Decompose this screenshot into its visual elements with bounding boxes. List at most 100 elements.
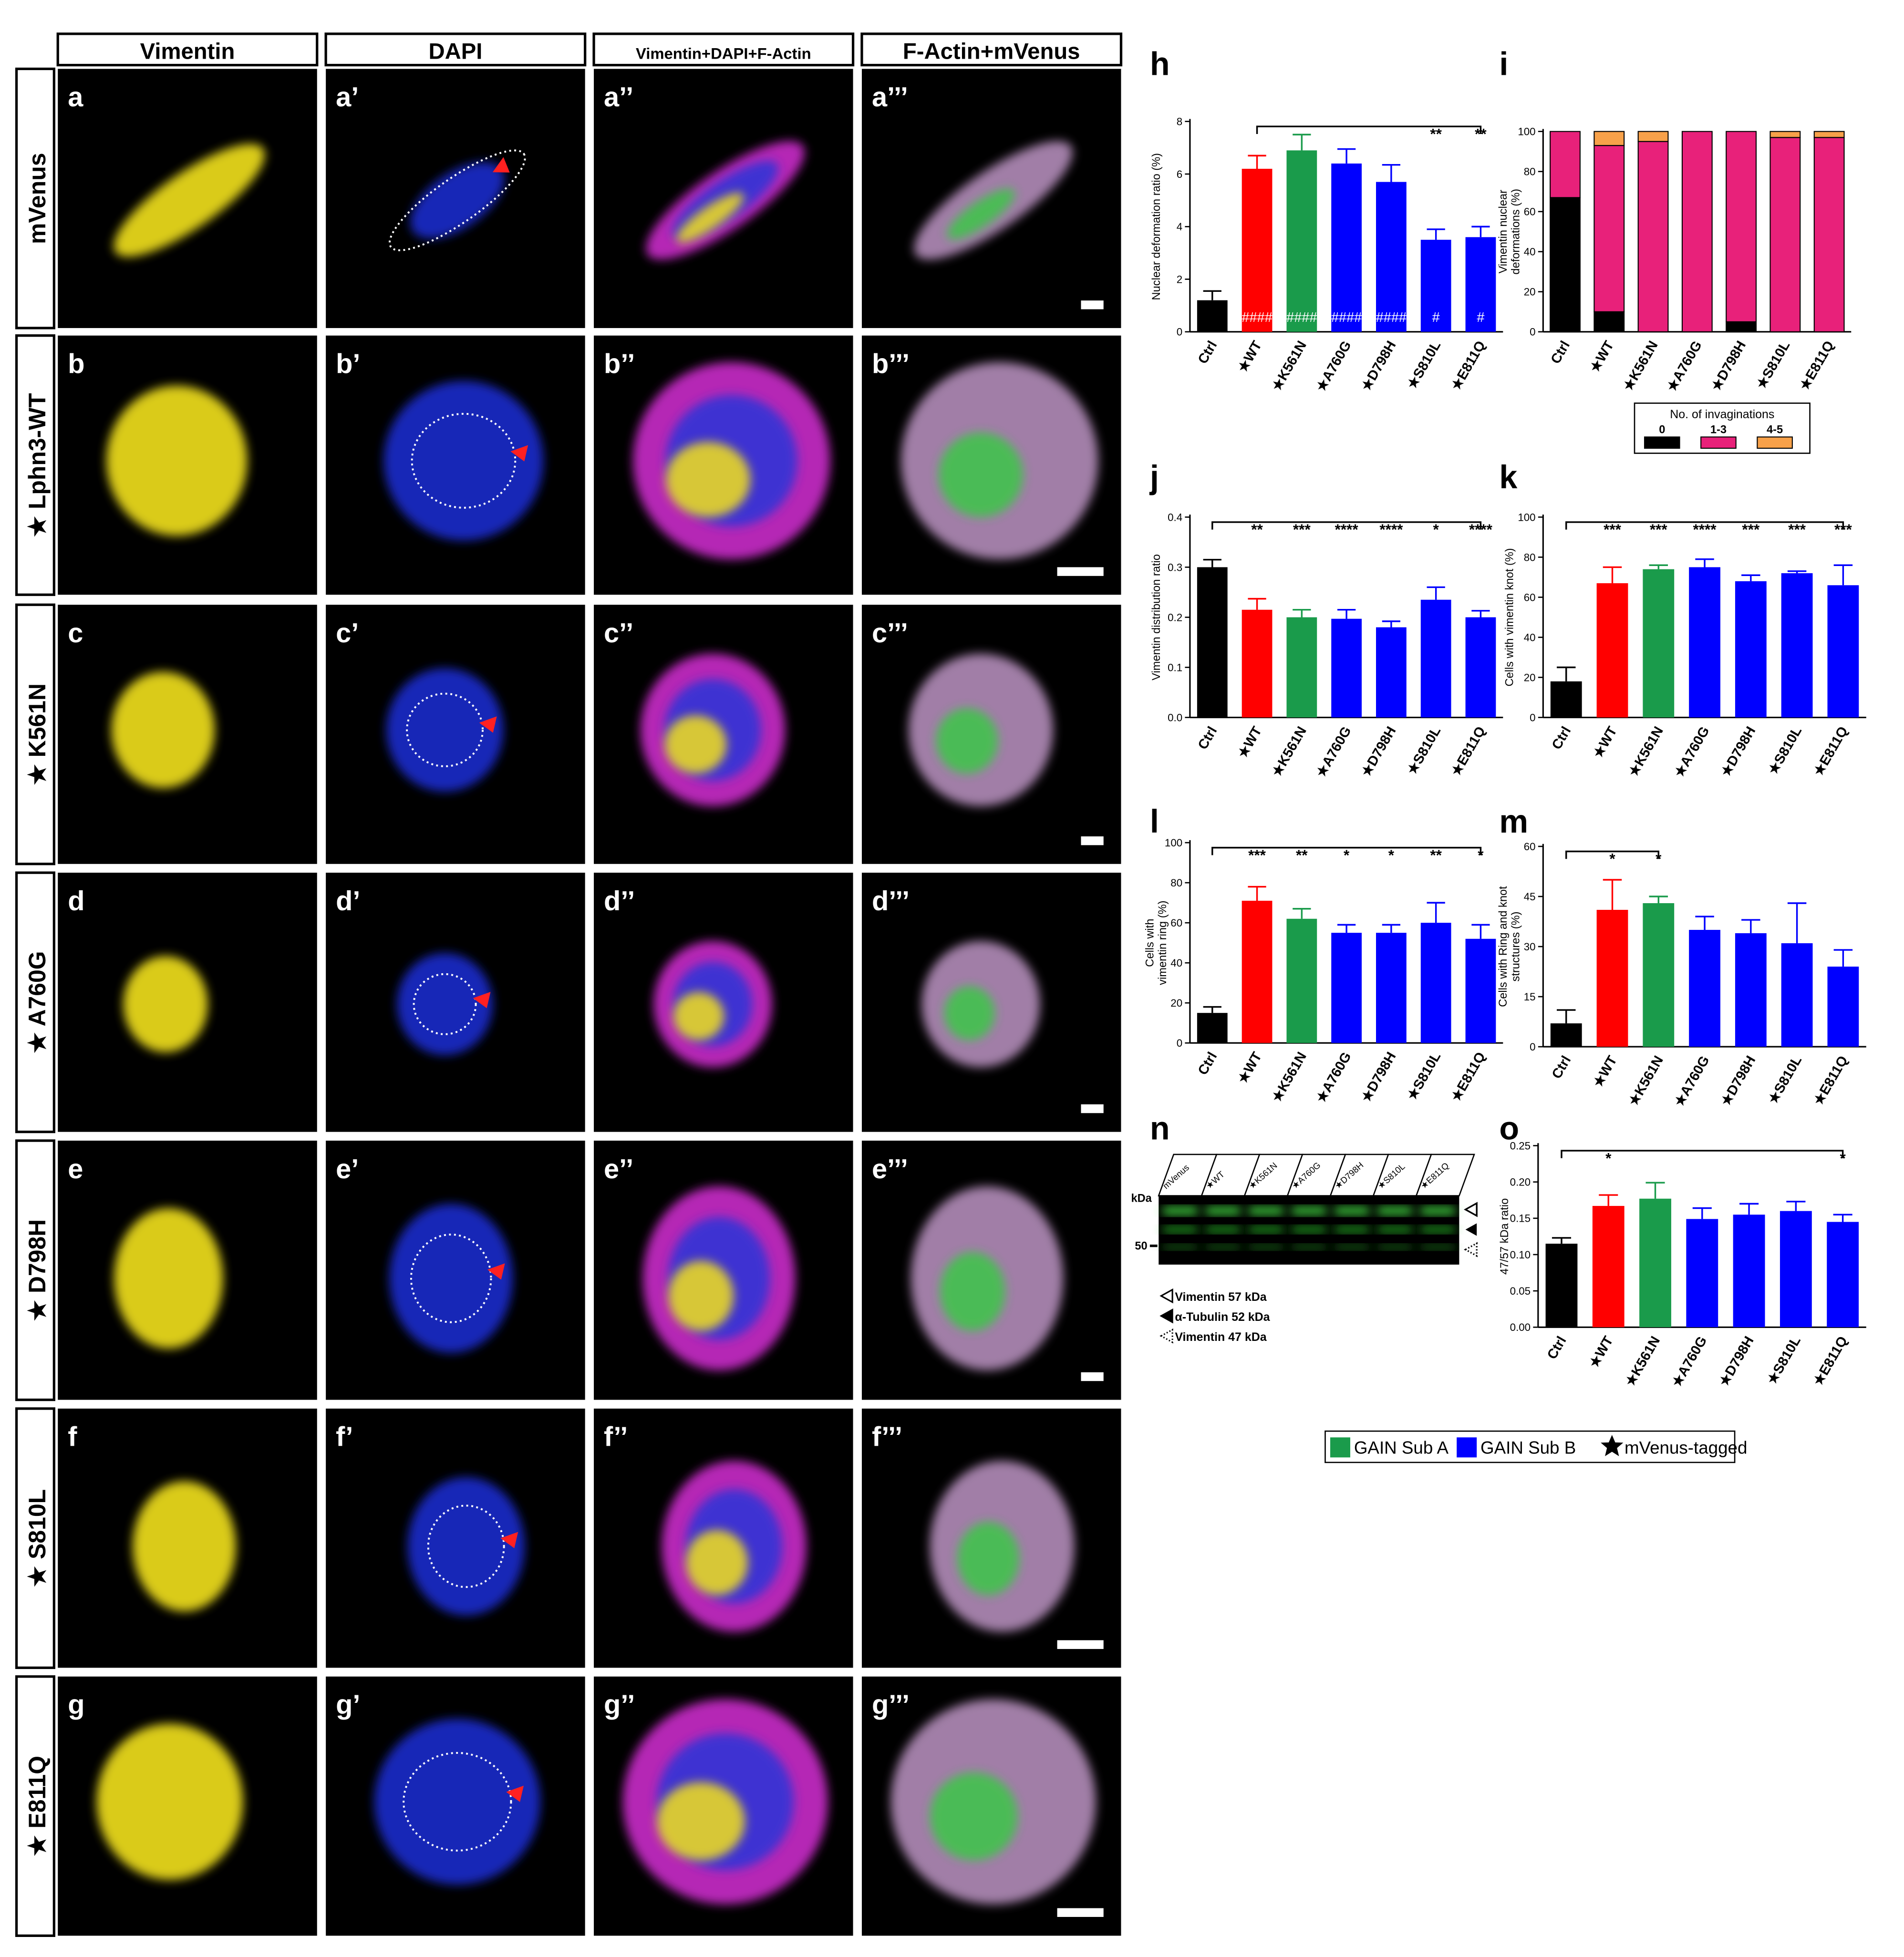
bar-segment bbox=[1594, 131, 1625, 146]
bar-segment bbox=[1813, 137, 1845, 332]
panel-label: c’’ bbox=[604, 618, 633, 649]
vimentin-signal bbox=[676, 193, 744, 243]
comparison-bracket bbox=[1211, 846, 1482, 855]
vimentin-signal bbox=[96, 1723, 243, 1880]
bar bbox=[1550, 1023, 1582, 1047]
mvenus-signal bbox=[938, 433, 1024, 517]
vimentin-signal bbox=[114, 1208, 223, 1349]
mvenus-signal bbox=[957, 1522, 1020, 1596]
bar bbox=[1286, 150, 1317, 332]
significance: * bbox=[1609, 850, 1615, 867]
y-tick-label: 6 bbox=[1177, 168, 1182, 180]
legend-label: GAIN Sub B bbox=[1480, 1438, 1576, 1457]
bar bbox=[1420, 239, 1451, 332]
row-label: ★ S810L bbox=[24, 1489, 51, 1587]
cell-image bbox=[407, 1477, 525, 1616]
blot-band bbox=[1420, 1245, 1456, 1249]
y-tick-label: 0.4 bbox=[1168, 511, 1182, 523]
panel-label: e’’’ bbox=[872, 1154, 908, 1184]
bar-segment bbox=[1637, 131, 1669, 142]
row-label-box bbox=[15, 603, 55, 865]
error-bar bbox=[1833, 564, 1853, 586]
bar bbox=[1420, 599, 1451, 718]
error-bar bbox=[1692, 1207, 1712, 1219]
nucleus-outline bbox=[411, 412, 517, 509]
y-tick-label: 0.15 bbox=[1510, 1213, 1531, 1225]
cell-image bbox=[622, 1699, 828, 1905]
panel-label: g bbox=[68, 1690, 84, 1720]
y-tick-label: 0 bbox=[1177, 326, 1182, 338]
y-tick-label: 15 bbox=[1524, 991, 1536, 1003]
y-axis-label: deformations (%) bbox=[1510, 189, 1522, 275]
column-header: F-Actin+mVenus bbox=[903, 39, 1080, 64]
bar bbox=[1465, 617, 1496, 718]
bar bbox=[1735, 581, 1767, 718]
y-tick-label: 100 bbox=[1518, 126, 1535, 138]
inner-significance: #### bbox=[1286, 310, 1317, 325]
bar bbox=[1780, 1211, 1812, 1328]
y-tick-label: 0 bbox=[1177, 1037, 1182, 1049]
y-tick-label: 30 bbox=[1524, 941, 1536, 953]
panel-label: f’ bbox=[336, 1422, 353, 1452]
legend-label: Vimentin 57 kDa bbox=[1175, 1290, 1267, 1304]
row-label: mVenus bbox=[24, 153, 51, 244]
legend-label: 0 bbox=[1659, 423, 1665, 436]
bar-segment bbox=[1550, 197, 1581, 332]
error-bar bbox=[1203, 558, 1221, 567]
cell-image bbox=[653, 941, 772, 1068]
error-bar bbox=[1787, 570, 1807, 574]
dapi-signal bbox=[383, 381, 544, 541]
row-label: ★ Lphn3-WT bbox=[24, 393, 51, 537]
error-bar bbox=[1293, 609, 1311, 618]
blot-band bbox=[1162, 1227, 1198, 1232]
error-bar bbox=[1556, 666, 1576, 681]
arrowhead bbox=[510, 445, 528, 462]
dapi-signal bbox=[407, 1477, 525, 1616]
bar bbox=[1639, 1198, 1671, 1328]
cell-image bbox=[114, 144, 265, 257]
row-label-box bbox=[15, 334, 55, 596]
panel-letter: m bbox=[1499, 803, 1528, 840]
significance: * bbox=[1388, 846, 1395, 864]
bar-segment bbox=[1769, 131, 1801, 138]
significance: **** bbox=[1335, 521, 1359, 538]
error-bar bbox=[1471, 924, 1490, 939]
bar bbox=[1596, 910, 1628, 1047]
panel-label: d’’ bbox=[604, 886, 635, 917]
y-tick-label: 60 bbox=[1524, 206, 1536, 218]
nucleus-outline bbox=[388, 149, 526, 251]
significance: ** bbox=[1251, 521, 1263, 538]
row-label-box bbox=[15, 871, 55, 1133]
bar bbox=[1286, 617, 1317, 718]
bar bbox=[1465, 237, 1496, 332]
significance: ** bbox=[1296, 846, 1308, 864]
error-bar bbox=[1471, 226, 1490, 237]
mvenus-signal bbox=[944, 986, 995, 1040]
significance: *** bbox=[1650, 521, 1668, 538]
bar bbox=[1331, 163, 1362, 332]
significance: * bbox=[1433, 521, 1439, 538]
blot-band bbox=[1334, 1227, 1370, 1232]
cell-image bbox=[133, 1481, 236, 1612]
bar bbox=[1592, 1205, 1625, 1328]
y-axis-label: Nuclear deformation ratio (%) bbox=[1150, 153, 1163, 300]
panel-label: f bbox=[68, 1422, 77, 1452]
cell-image bbox=[642, 1186, 796, 1370]
panel-label: c’’’ bbox=[872, 618, 908, 649]
bar-segment bbox=[1726, 321, 1757, 332]
vimentin-signal bbox=[114, 144, 265, 257]
error-bar bbox=[1603, 566, 1622, 584]
significance: * bbox=[1344, 846, 1350, 864]
blot-band bbox=[1377, 1207, 1413, 1214]
y-tick-label: 0 bbox=[1530, 1041, 1535, 1053]
vimentin-signal bbox=[133, 1481, 236, 1612]
bar bbox=[1331, 618, 1362, 718]
error-bar bbox=[1203, 1006, 1221, 1013]
panel-label: c’ bbox=[336, 618, 359, 649]
panel-label: b’’ bbox=[604, 349, 635, 379]
error-bar bbox=[1427, 228, 1445, 240]
bar bbox=[1735, 933, 1767, 1047]
error-bar bbox=[1382, 620, 1401, 628]
y-tick-label: 0.0 bbox=[1168, 711, 1182, 723]
